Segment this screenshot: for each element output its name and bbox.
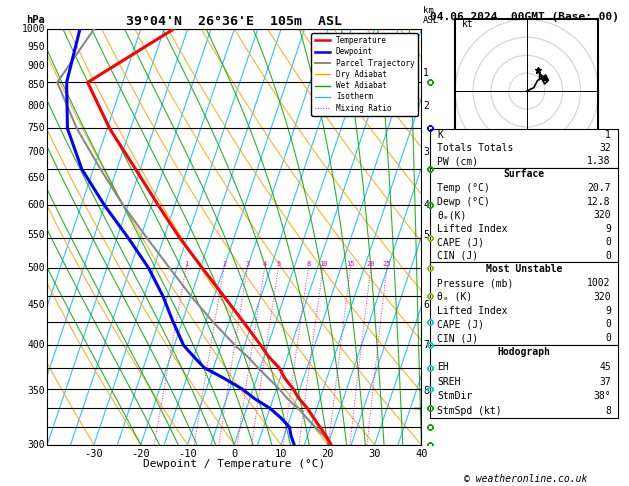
Text: 500: 500 bbox=[28, 263, 45, 274]
Text: 8: 8 bbox=[423, 386, 429, 397]
Text: SREH: SREH bbox=[437, 377, 460, 386]
Text: -20: -20 bbox=[131, 449, 150, 459]
Text: Temp (°C): Temp (°C) bbox=[437, 183, 490, 193]
Text: 4: 4 bbox=[263, 260, 267, 267]
Text: 32: 32 bbox=[599, 143, 611, 153]
Text: 3: 3 bbox=[423, 147, 429, 157]
Text: 1.38: 1.38 bbox=[587, 156, 611, 166]
Text: 0: 0 bbox=[605, 251, 611, 260]
Text: 1: 1 bbox=[184, 260, 189, 267]
Text: Hodograph: Hodograph bbox=[498, 347, 550, 357]
Text: Lifted Index: Lifted Index bbox=[437, 224, 508, 234]
Text: 20: 20 bbox=[321, 449, 334, 459]
Text: 10: 10 bbox=[275, 449, 287, 459]
Text: 800: 800 bbox=[28, 101, 45, 111]
Text: 38°: 38° bbox=[593, 391, 611, 401]
Text: 1002: 1002 bbox=[587, 278, 611, 288]
Text: 550: 550 bbox=[28, 230, 45, 241]
Text: 0: 0 bbox=[605, 333, 611, 343]
Text: Surface: Surface bbox=[503, 170, 545, 179]
Text: 700: 700 bbox=[28, 147, 45, 157]
Text: PW (cm): PW (cm) bbox=[437, 156, 478, 166]
Text: 12.8: 12.8 bbox=[587, 196, 611, 207]
Text: km
ASL: km ASL bbox=[423, 6, 440, 25]
Text: 2: 2 bbox=[222, 260, 226, 267]
Text: 20: 20 bbox=[367, 260, 376, 267]
Text: 45: 45 bbox=[599, 362, 611, 372]
Text: 9: 9 bbox=[605, 306, 611, 315]
Text: -30: -30 bbox=[84, 449, 103, 459]
Text: 04.06.2024  00GMT (Base: 00): 04.06.2024 00GMT (Base: 00) bbox=[430, 12, 618, 22]
Text: hPa: hPa bbox=[26, 15, 45, 25]
Text: 320: 320 bbox=[593, 210, 611, 220]
Text: StmDir: StmDir bbox=[437, 391, 472, 401]
Text: 1: 1 bbox=[423, 68, 429, 78]
Text: 1: 1 bbox=[605, 130, 611, 140]
Text: 8: 8 bbox=[306, 260, 311, 267]
Text: © weatheronline.co.uk: © weatheronline.co.uk bbox=[464, 473, 587, 484]
Text: Lifted Index: Lifted Index bbox=[437, 306, 508, 315]
Text: CIN (J): CIN (J) bbox=[437, 251, 478, 260]
Text: 750: 750 bbox=[28, 123, 45, 134]
Text: Pressure (mb): Pressure (mb) bbox=[437, 278, 513, 288]
Text: θₑ(K): θₑ(K) bbox=[437, 210, 467, 220]
Text: 300: 300 bbox=[28, 440, 45, 450]
Text: 400: 400 bbox=[28, 340, 45, 350]
Text: Mixing Ratio (g/kg): Mixing Ratio (g/kg) bbox=[447, 186, 456, 288]
Text: CAPE (J): CAPE (J) bbox=[437, 237, 484, 247]
Text: EH: EH bbox=[437, 362, 449, 372]
Text: 450: 450 bbox=[28, 300, 45, 310]
Text: 5: 5 bbox=[276, 260, 281, 267]
Text: 0: 0 bbox=[231, 449, 237, 459]
Text: kt: kt bbox=[462, 18, 474, 29]
Text: 350: 350 bbox=[28, 386, 45, 397]
Text: 0: 0 bbox=[605, 237, 611, 247]
Text: 600: 600 bbox=[28, 200, 45, 210]
Text: 25: 25 bbox=[383, 260, 391, 267]
Text: 5: 5 bbox=[423, 230, 429, 241]
Text: StmSpd (kt): StmSpd (kt) bbox=[437, 406, 502, 416]
Text: Most Unstable: Most Unstable bbox=[486, 264, 562, 274]
Text: 37: 37 bbox=[599, 377, 611, 386]
Text: 3: 3 bbox=[245, 260, 250, 267]
Text: K: K bbox=[437, 130, 443, 140]
Text: 8: 8 bbox=[605, 406, 611, 416]
Text: Dewpoint / Temperature (°C): Dewpoint / Temperature (°C) bbox=[143, 459, 325, 469]
Text: 0: 0 bbox=[605, 319, 611, 330]
Text: -10: -10 bbox=[178, 449, 197, 459]
Legend: Temperature, Dewpoint, Parcel Trajectory, Dry Adiabat, Wet Adiabat, Isotherm, Mi: Temperature, Dewpoint, Parcel Trajectory… bbox=[311, 33, 418, 116]
Text: 900: 900 bbox=[28, 61, 45, 70]
Text: CIN (J): CIN (J) bbox=[437, 333, 478, 343]
Text: 2: 2 bbox=[423, 101, 429, 111]
Text: 950: 950 bbox=[28, 42, 45, 52]
Text: 4: 4 bbox=[423, 200, 429, 210]
Text: CAPE (J): CAPE (J) bbox=[437, 319, 484, 330]
Text: 320: 320 bbox=[593, 292, 611, 302]
Text: 40: 40 bbox=[415, 449, 428, 459]
Text: θₑ (K): θₑ (K) bbox=[437, 292, 472, 302]
Text: 30: 30 bbox=[369, 449, 381, 459]
Text: 6: 6 bbox=[423, 300, 429, 310]
Text: 650: 650 bbox=[28, 173, 45, 183]
Text: Totals Totals: Totals Totals bbox=[437, 143, 513, 153]
Text: 20.7: 20.7 bbox=[587, 183, 611, 193]
Text: 9: 9 bbox=[605, 224, 611, 234]
Text: 7: 7 bbox=[423, 340, 429, 350]
Text: 850: 850 bbox=[28, 80, 45, 90]
Text: Dewp (°C): Dewp (°C) bbox=[437, 196, 490, 207]
Title: 39°04'N  26°36'E  105m  ASL: 39°04'N 26°36'E 105m ASL bbox=[126, 15, 342, 28]
Text: 15: 15 bbox=[347, 260, 355, 267]
Text: 10: 10 bbox=[319, 260, 328, 267]
Text: 1000: 1000 bbox=[22, 24, 45, 34]
